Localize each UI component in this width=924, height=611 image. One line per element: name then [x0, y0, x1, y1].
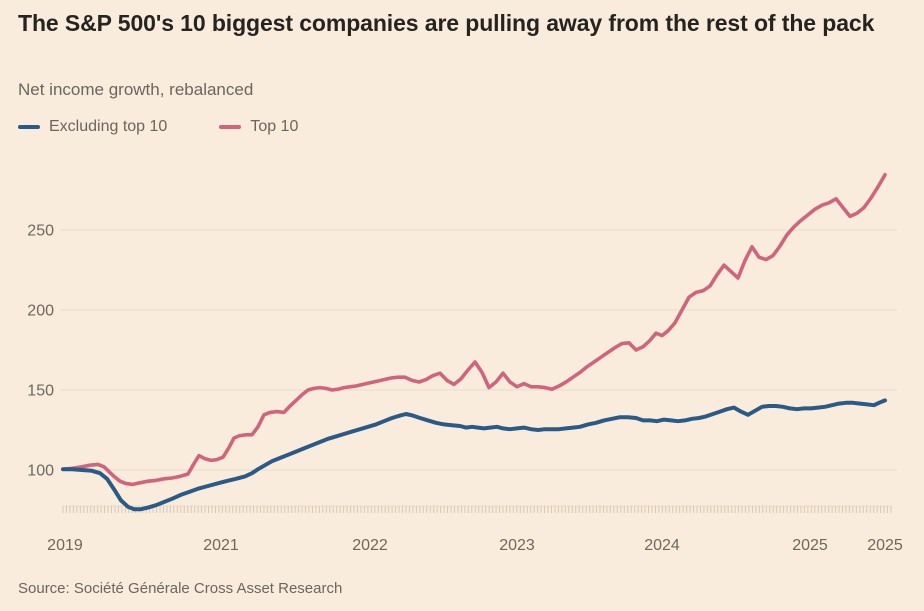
y-axis-label-100: 100: [27, 463, 54, 480]
legend-swatch-icon: [18, 125, 40, 129]
chart-title: The S&P 500's 10 biggest companies are p…: [18, 10, 875, 36]
x-axis-label-3-2023: 2023: [499, 537, 535, 554]
plot-area: 100 150 200 250 2019 2021 2022 2023 2024 2025 2025: [0, 150, 924, 562]
chart-subtitle: Net income growth, rebalanced: [18, 80, 254, 99]
x-axis-label-6-2025: 2025: [867, 537, 903, 554]
x-axis-label-4-2024: 2024: [644, 537, 680, 554]
x-axis-label-1-2021: 2021: [203, 537, 239, 554]
chart-canvas: 100 150 200 250 2019 2021 2022 2023 2024 2025 2025: [27, 172, 903, 554]
line-top-10: [61, 172, 887, 487]
x-axis-label-0-2019: 2019: [47, 537, 83, 554]
source-note: Source: Société Générale Cross Asset Res…: [18, 580, 343, 597]
legend-item-excluding-top-10: Excluding top 10: [18, 118, 167, 136]
legend-item-top-10: Top 10: [219, 118, 298, 136]
x-axis-label-5-2025: 2025: [792, 537, 828, 554]
line-excluding-top-10: [61, 398, 887, 512]
legend-label: Top 10: [250, 118, 299, 135]
legend-swatch-icon: [219, 125, 242, 129]
legend: Excluding top 10 Top 10: [18, 118, 298, 136]
y-axis-label-250: 250: [27, 223, 54, 240]
y-axis-label-150: 150: [27, 383, 54, 400]
legend-label: Excluding top 10: [49, 118, 168, 135]
y-axis-label-200: 200: [27, 303, 54, 320]
x-axis-label-2-2022: 2022: [352, 537, 388, 554]
